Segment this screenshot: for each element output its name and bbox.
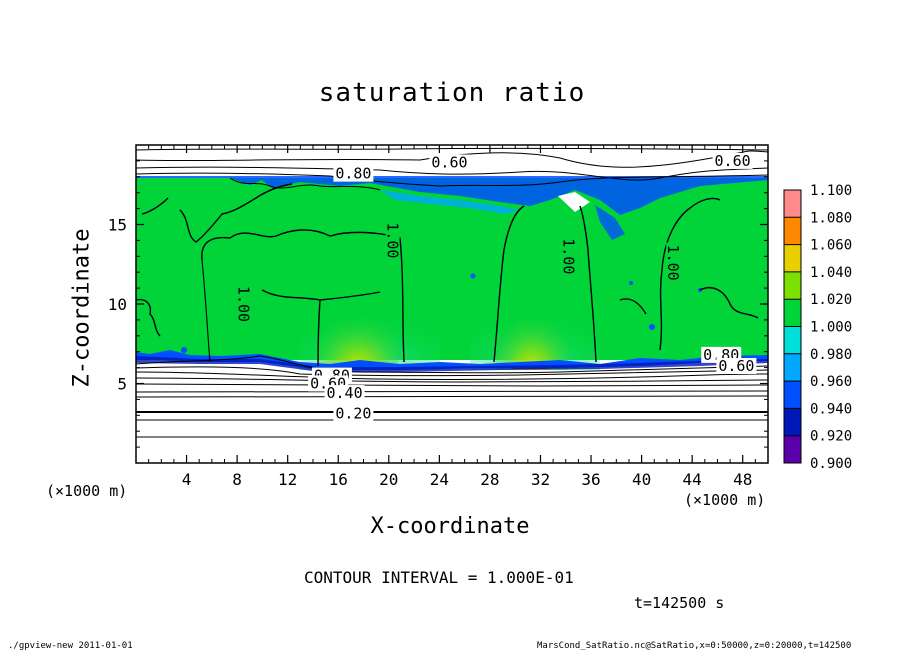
colorbar-swatch bbox=[784, 244, 801, 272]
lower-contours bbox=[136, 355, 768, 438]
contour-label-bg bbox=[385, 220, 400, 261]
colorbar-label: 0.920 bbox=[810, 429, 852, 445]
y-tick-label: 15 bbox=[108, 216, 127, 235]
contour-label: 0.40 bbox=[326, 384, 362, 402]
x-tick-label: 20 bbox=[379, 470, 398, 489]
upper-blue-edge bbox=[136, 176, 768, 215]
colorbar-swatch bbox=[784, 299, 801, 327]
colorbar-swatch bbox=[784, 217, 801, 245]
contour-label: 0.60 bbox=[431, 153, 467, 171]
contour-label-bg bbox=[333, 405, 374, 422]
x-tick-label: 40 bbox=[632, 470, 651, 489]
x-tick-label: 4 bbox=[182, 470, 192, 489]
contour-label-bg bbox=[324, 385, 365, 402]
x-axis-ticks: 4 8 12 16 20 24 28 32 36 40 44 48 bbox=[148, 145, 756, 489]
colorbar-label: 1.040 bbox=[810, 265, 852, 281]
contour-label: 0.60 bbox=[718, 357, 754, 375]
x-tick-label: 28 bbox=[480, 470, 499, 489]
x-tick-label: 48 bbox=[733, 470, 752, 489]
x-axis-label: X-coordinate bbox=[370, 514, 530, 539]
contour-label-bg bbox=[716, 358, 757, 375]
speck bbox=[649, 324, 655, 330]
heatmap-field bbox=[136, 147, 768, 438]
colorbar: 0.900 0.920 0.940 0.960 0.980 1.000 1.020 1.040… bbox=[783, 183, 852, 472]
colorbar-swatch bbox=[784, 381, 801, 409]
speck bbox=[470, 273, 476, 279]
speck bbox=[181, 347, 187, 353]
contour-interval: CONTOUR INTERVAL = 1.000E-01 bbox=[304, 568, 574, 587]
y-tick-label: 5 bbox=[117, 375, 127, 394]
colorbar-label: 1.000 bbox=[810, 320, 852, 336]
colorbar-label: 0.900 bbox=[810, 456, 852, 472]
colorbar-swatch bbox=[784, 353, 801, 382]
x-tick-label: 12 bbox=[278, 470, 297, 489]
upper-contours bbox=[136, 147, 768, 191]
contour-label: 1.00 bbox=[664, 245, 682, 281]
colorbar-swatch bbox=[784, 408, 801, 436]
contour-label: 0.20 bbox=[335, 405, 371, 423]
contour-label: 0.80 bbox=[335, 165, 371, 183]
lower-dark-edge bbox=[136, 356, 768, 372]
colorbar-label: 1.080 bbox=[810, 210, 852, 226]
colorbar-swatch bbox=[784, 271, 801, 300]
x-tick-label: 44 bbox=[683, 470, 702, 489]
footer-left: ./gpview-new 2011-01-01 bbox=[8, 641, 133, 651]
x-axis-unit: (×1000 m) bbox=[684, 491, 766, 509]
x-tick-label: 16 bbox=[329, 470, 348, 489]
chart-title: saturation ratio bbox=[318, 78, 586, 108]
contour-label: 1.00 bbox=[384, 222, 402, 258]
contour-label: 1.00 bbox=[234, 286, 252, 322]
colorbar-label: 0.940 bbox=[810, 401, 852, 417]
contour-label-bg bbox=[561, 236, 576, 277]
x-tick-label: 36 bbox=[581, 470, 600, 489]
contour-label-bg bbox=[712, 152, 753, 169]
upper-cyan-patch bbox=[380, 190, 520, 214]
contour-labels: 0.600.600.801.001.001.001.000.800.600.40… bbox=[234, 152, 757, 423]
colorbar-swatch bbox=[784, 435, 801, 463]
contour-label-bg bbox=[333, 165, 374, 182]
y-axis-label: Z-coordinate bbox=[69, 228, 95, 388]
inner-contours bbox=[136, 183, 759, 367]
colorbar-label: 1.060 bbox=[810, 238, 852, 254]
x-tick-label: 8 bbox=[232, 470, 242, 489]
contour-label-bg bbox=[666, 242, 681, 283]
contour-label-bg bbox=[429, 154, 470, 171]
plume-right bbox=[496, 285, 568, 370]
colorbar-swatch bbox=[784, 326, 801, 354]
colorbar-label: 1.020 bbox=[810, 292, 852, 308]
contour-label-bg bbox=[236, 284, 251, 324]
contour-label: 1.00 bbox=[559, 238, 577, 274]
colorbar-label: 0.980 bbox=[810, 347, 852, 363]
x-tick-label: 24 bbox=[430, 470, 449, 489]
speck bbox=[629, 281, 633, 285]
plume-left bbox=[318, 285, 398, 370]
colorbar-label: 0.960 bbox=[810, 374, 852, 390]
footer-right: MarsCond_SatRatio.nc@SatRatio,x=0:50000,… bbox=[537, 641, 852, 651]
y-tick-label: 10 bbox=[108, 295, 127, 314]
colorbar-swatch bbox=[784, 190, 801, 218]
time-label: t=142500 s bbox=[634, 594, 725, 612]
upper-blue-dip bbox=[595, 205, 625, 240]
colorbar-label: 1.100 bbox=[810, 183, 852, 199]
x-tick-label: 32 bbox=[531, 470, 550, 489]
y-axis-unit: (×1000 m) bbox=[46, 482, 128, 500]
y-axis-ticks: 5 10 15 bbox=[108, 160, 768, 448]
contour-label: 0.60 bbox=[715, 152, 751, 170]
upper-white-gap bbox=[558, 192, 590, 212]
